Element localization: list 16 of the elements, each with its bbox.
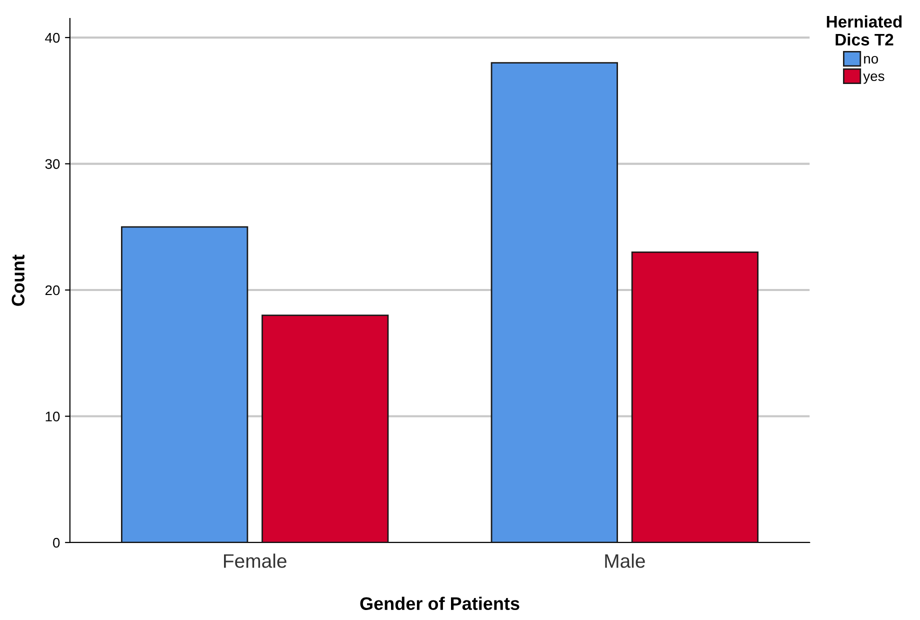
legend-label: yes (863, 73, 884, 84)
bar (121, 226, 248, 542)
x-tick-label: Male (605, 554, 645, 568)
y-tick-label: 0 (53, 538, 60, 548)
legend-label: no (864, 56, 878, 64)
bar (262, 314, 389, 542)
bar (631, 251, 759, 542)
y-tick-label: 10 (46, 412, 60, 422)
y-tick-label: 40 (45, 32, 60, 43)
y-tick-label: 30 (45, 159, 60, 169)
x-axis-title: Gender of Patients (360, 596, 520, 610)
x-tick-label: Female (224, 554, 286, 568)
y-tick-label: 20 (45, 285, 60, 296)
bar (490, 62, 618, 542)
legend-title: Herniated Dics T2 (826, 15, 902, 46)
y-axis-title: Count (12, 254, 25, 306)
